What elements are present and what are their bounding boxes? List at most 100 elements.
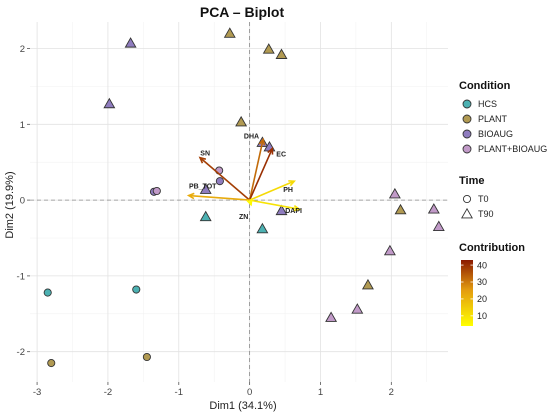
arrow-shaft [248,139,264,201]
point-plant-bioaug-t90 [427,203,440,214]
condition-legend-label: PLANT+BIOAUG [478,144,547,154]
arrow-head [258,137,266,146]
time-legend-item: T90 [461,207,494,219]
plot-panel [30,22,448,382]
point-plant-t90 [394,203,407,215]
condition-legend-title: Condition [459,80,511,92]
condition-legend-item: PLANT+BIOAUG [462,144,547,154]
time-legend: Time T0 T90 [459,175,494,219]
contribution-tick-label: 30 [477,277,487,287]
zero-reference-lines [30,22,448,382]
variable-label: PB_TOT [189,184,217,191]
time-legend-title: Time [459,175,484,187]
point-hcs-t90 [199,210,212,222]
point-plant-t0 [142,352,151,362]
variable-arrow-ec: EC [248,146,286,201]
arrow-shaft [249,180,295,201]
variable-arrow-sn: SN [198,151,251,201]
contribution-legend-title: Contribution [459,242,525,254]
arrow-shaft [199,157,251,201]
variable-label: SN [200,151,210,158]
y-axis-ticks: -2 -1 0 1 2 [17,44,30,358]
time-legend-item: T0 [462,194,489,204]
point-plant-bioaug-t90 [388,187,401,199]
plot-area: DHA EC SN PB_TOT PH DAPI ZN [30,22,448,382]
legend-key-circle [462,194,472,204]
x-tick-label: -3 [33,387,41,398]
arrow-shaft [249,199,300,210]
x-tick-label: -1 [175,387,183,398]
point-plant-t0 [47,359,56,368]
condition-legend-label: PLANT [478,114,508,124]
point-bioaug-t90 [275,204,288,216]
x-tick-label: 0 [247,387,252,398]
condition-legend: Condition HCS PLANT BIOAUG PLANT+BIOAUG [459,80,547,154]
x-axis-label: Dim1 (34.1%) [209,400,276,412]
x-tick-label: 1 [318,387,323,398]
point-hcs-t90 [256,222,269,234]
arrow-head [186,192,195,200]
point-plant-t90 [223,27,236,38]
variable-arrow-pb_tot: PB_TOT [186,184,250,201]
arrow-shaft [188,194,250,201]
time-legend-label: T0 [478,194,489,204]
point-plant-bioaug-t0 [152,186,161,196]
contribution-tick-label: 40 [477,260,487,270]
point-plant-t90 [235,115,248,127]
point-plant-t90 [361,278,374,290]
y-tick-label: 1 [20,120,25,131]
arrow-head [246,198,253,207]
point-plant-bioaug-t90 [325,311,338,322]
arrow-head [198,156,207,164]
condition-legend-label: HCS [478,99,497,109]
point-hcs-t0 [43,288,52,297]
point-plant-bioaug-t90 [351,303,364,314]
y-tick-label: -1 [17,271,25,282]
variable-label: EC [276,152,286,159]
legend-key-circle [462,144,472,154]
point-bioaug-t90 [124,37,137,48]
arrow-head [293,205,302,212]
legend-key-circle [462,129,472,139]
arrow-head [288,180,296,187]
contribution-tick-label: 10 [477,311,487,321]
point-hcs-t0 [132,285,141,294]
chart-title: PCA – Biplot [200,4,285,20]
variable-label: DHA [244,133,259,140]
contribution-legend: Contribution 10 20 30 40 [459,242,525,326]
point-plant-bioaug-t90 [432,220,445,231]
y-tick-label: 2 [20,44,25,55]
time-legend-label: T90 [478,209,494,219]
x-tick-label: 2 [389,387,394,398]
x-axis-ticks: -3 -2 -1 0 1 2 [33,382,394,398]
x-tick-label: -2 [104,387,112,398]
arrow-shaft [248,148,274,201]
point-plant-bioaug-t90 [383,244,396,256]
variable-label: ZN [239,214,248,221]
variable-label: PH [283,187,293,194]
point-bioaug-t0 [215,177,224,186]
condition-legend-item: PLANT [462,114,508,124]
arrow-head [267,146,274,155]
condition-legend-item: BIOAUG [462,129,513,139]
variable-arrow-dapi: DAPI [249,199,302,215]
contribution-tick-label: 20 [477,294,487,304]
point-bioaug-t90 [199,183,212,194]
point-plant-t90 [275,48,288,59]
legend-key-triangle [461,207,473,219]
y-axis-label: Dim2 (19.9%) [4,171,16,238]
condition-legend-item: HCS [462,99,497,109]
point-plant-t90 [262,43,275,54]
variable-arrow-dha: DHA [244,133,266,201]
contribution-color-bar [461,260,473,326]
legend-key-circle [462,99,472,109]
legend-key-circle [462,114,472,124]
variable-arrow-zn: ZN [239,198,253,221]
y-tick-label: -2 [17,347,25,358]
point-bioaug-t90 [103,97,116,109]
condition-legend-label: BIOAUG [478,129,513,139]
y-tick-label: 0 [20,196,25,207]
variable-arrows: DHA EC SN PB_TOT PH DAPI ZN [186,133,302,221]
variable-arrow-ph: PH [249,180,296,201]
